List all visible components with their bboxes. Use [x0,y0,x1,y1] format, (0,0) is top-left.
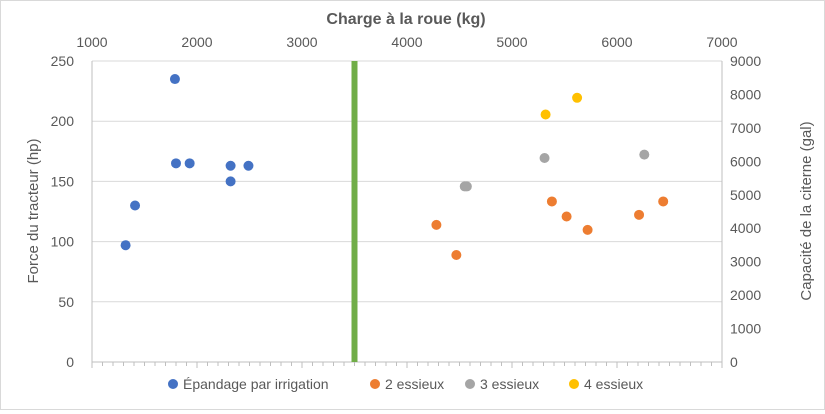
tick-labels: 1000 2000 3000 4000 5000 6000 7000050100150200… [51,34,762,370]
y-left-tick-label: 250 [51,53,75,69]
data-point [634,209,645,220]
legend-marker [465,379,475,389]
legend-marker [370,379,380,389]
y-right-tick-label: 5000 [730,187,761,203]
data-point [546,196,557,207]
x-tick-label: 2000 [181,34,212,50]
y-right-axis-title: Capacité de la citerne (gal) [798,121,815,300]
y-left-tick-label: 150 [51,173,75,189]
x-tick-label: 7000 [706,34,737,50]
data-point [461,181,472,192]
y-left-tick-label: 0 [66,354,74,370]
y-right-tick-label: 1000 [730,321,761,337]
data-point [561,211,572,222]
legend-label: 3 essieux [480,376,539,392]
x-tick-label: 3000 [286,34,317,50]
data-point [639,149,650,160]
y-right-tick-label: 2000 [730,287,761,303]
x-tick-label: 1000 [76,34,107,50]
y-right-tick-label: 7000 [730,120,761,136]
legend-label: 4 essieux [584,376,643,392]
data-point [171,158,181,169]
legend-marker [168,379,178,389]
legend-marker [569,379,579,389]
data-point [582,224,593,235]
data-point [572,92,583,103]
y-left-axis-title: Force du tracteur (hp) [25,138,42,283]
data-point [120,240,131,251]
y-left-tick-label: 200 [51,113,75,129]
x-tick-label: 5000 [496,34,527,50]
x-tick-label: 6000 [601,34,632,50]
legend-label: Épandage par irrigation [183,376,329,392]
x-tick-label: 4000 [391,34,422,50]
data-point [243,160,254,171]
y-right-tick-label: 3000 [730,254,761,270]
y-left-tick-label: 50 [58,294,74,310]
data-point [658,196,669,207]
y-right-tick-label: 6000 [730,153,761,169]
data-point [225,160,236,171]
data-point [169,74,180,85]
data-point [225,176,236,187]
y-right-tick-label: 8000 [730,86,761,102]
y-right-tick-label: 4000 [730,220,761,236]
data-point [539,152,550,163]
legend-label: 2 essieux [385,376,444,392]
data-point [540,109,551,120]
data-point [431,219,442,230]
y-right-tick-label: 0 [730,354,738,370]
y-right-tick-label: 9000 [730,53,761,69]
gridlines [92,60,722,303]
data-point [130,200,141,211]
data-point [184,158,195,169]
x-axis-title: Charge à la roue (kg) [326,11,485,28]
data-points [120,74,669,260]
data-point [451,249,462,260]
axes [91,61,723,368]
y-left-tick-label: 100 [51,234,75,250]
legend: Épandage par irrigation 2 essieux 3 essieu… [168,376,643,392]
